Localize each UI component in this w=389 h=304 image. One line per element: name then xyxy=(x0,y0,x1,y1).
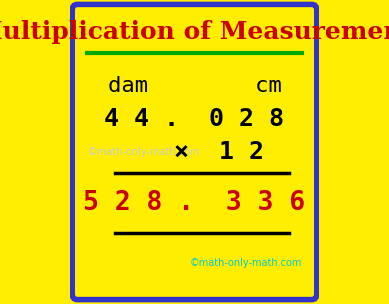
Text: 5 2 8 .  3 3 6: 5 2 8 . 3 3 6 xyxy=(83,190,306,216)
Text: ©math-only-math.com: ©math-only-math.com xyxy=(189,258,302,268)
Text: 4 4 .  0 2 8: 4 4 . 0 2 8 xyxy=(105,107,284,131)
FancyBboxPatch shape xyxy=(72,4,317,300)
Text: ©math-only-math.com: ©math-only-math.com xyxy=(87,147,200,157)
Text: Multiplication of Measurement: Multiplication of Measurement xyxy=(0,19,389,43)
Text: dam        cm: dam cm xyxy=(108,76,281,96)
Text: ×  1 2: × 1 2 xyxy=(174,140,265,164)
